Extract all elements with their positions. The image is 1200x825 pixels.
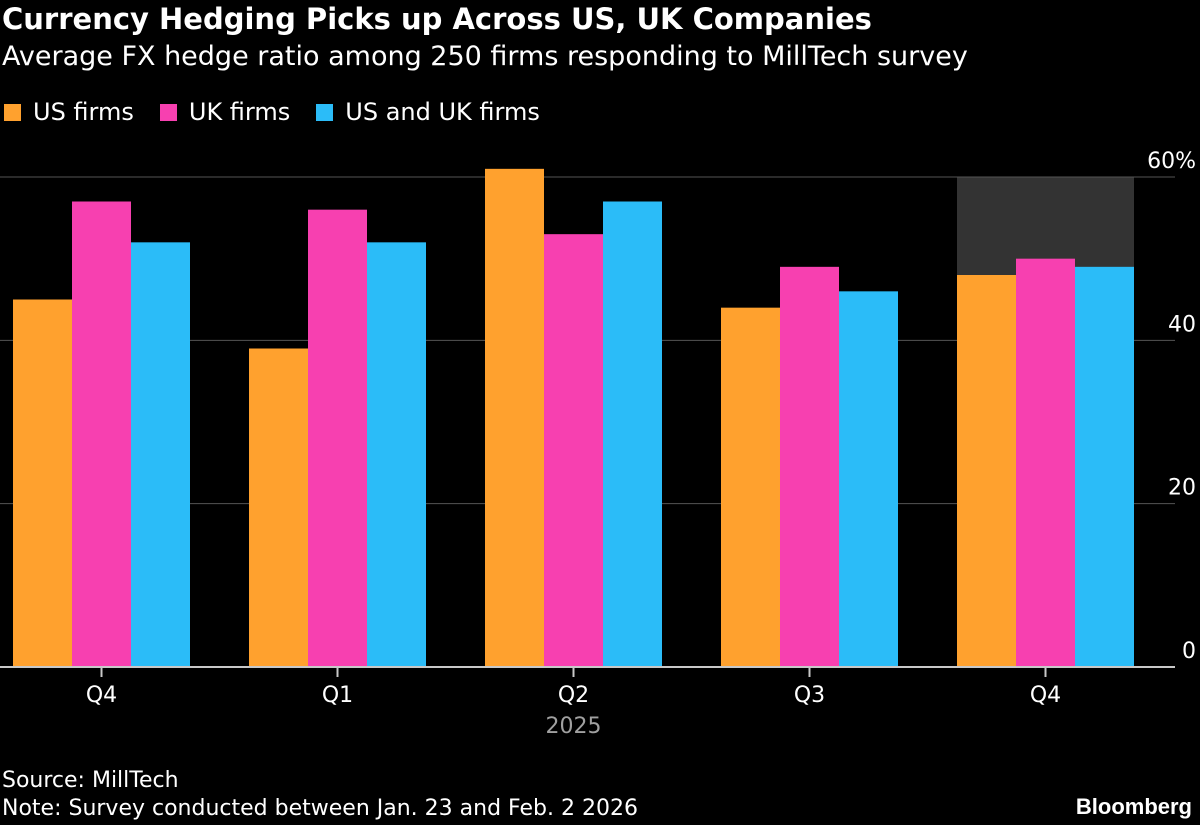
bar-us-3 [721,307,780,667]
bar-combined-1 [367,242,426,668]
legend-label-combined: US and UK firms [345,98,540,126]
legend-item-combined: US and UK firms [316,98,540,126]
x-year-label: 2025 [546,714,602,739]
legend-label-us: US firms [33,98,134,126]
chart-title: Currency Hedging Picks up Across US, UK … [2,2,872,36]
x-tick-label-0: Q4 [86,683,117,708]
x-tick-label-3: Q3 [794,683,825,708]
y-tick-label-0: 0 [1182,639,1196,664]
bar-us-2 [485,168,544,668]
x-tick-label-2: Q2 [558,683,589,708]
bar-combined-4 [1075,266,1134,667]
bloomberg-logo: Bloomberg [1075,794,1192,819]
y-tick-label-40: 40 [1168,312,1196,337]
source-note: Source: MillTech [2,768,179,793]
bar-us-1 [249,348,308,667]
bar-combined-3 [839,291,898,667]
legend-swatch-us [4,103,21,121]
bar-uk-2 [544,234,603,667]
bar-combined-2 [603,201,662,667]
bar-uk-1 [308,209,367,667]
survey-note: Note: Survey conducted between Jan. 23 a… [2,796,638,821]
bar-uk-3 [780,266,839,667]
bar-us-0 [13,299,72,667]
chart-subtitle: Average FX hedge ratio among 250 firms r… [2,41,968,72]
bar-uk-0 [72,201,131,667]
legend: US firms UK firms US and UK firms [4,98,566,126]
bar-uk-4 [1016,258,1075,667]
legend-label-uk: UK firms [188,98,291,126]
legend-item-us: US firms [4,98,134,126]
y-tick-label-20: 20 [1168,476,1196,501]
legend-swatch-uk [159,103,177,121]
bar-us-4 [957,275,1016,667]
y-tick-label-60: 60% [1147,149,1196,174]
x-tick-label-1: Q1 [322,683,353,708]
legend-item-uk: UK firms [159,98,291,126]
x-tick-label-4: Q4 [1030,683,1061,708]
legend-swatch-combined [316,103,334,121]
bar-combined-0 [131,242,190,668]
